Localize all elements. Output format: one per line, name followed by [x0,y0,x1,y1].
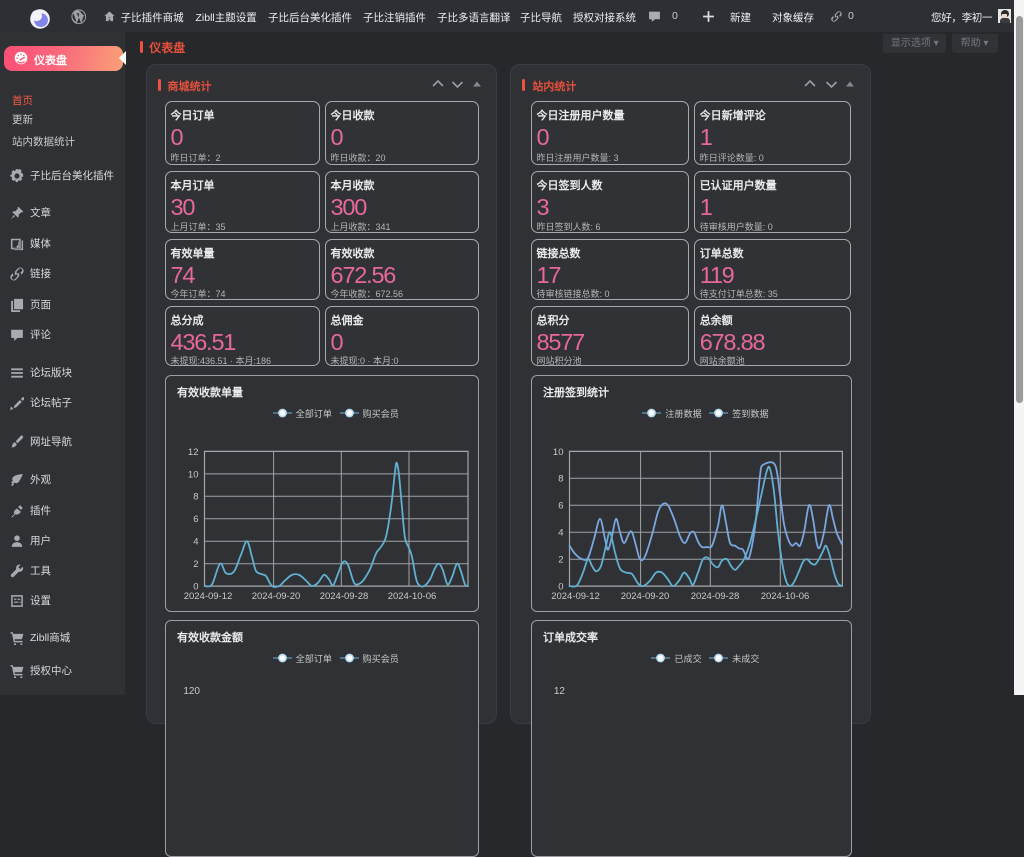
svg-text:2: 2 [193,559,198,570]
svg-text:12: 12 [188,446,199,457]
svg-text:2024-09-28: 2024-09-28 [320,591,369,602]
svg-text:2024-09-12: 2024-09-12 [184,591,233,602]
svg-text:2024-09-28: 2024-09-28 [691,591,740,602]
svg-text:6: 6 [193,514,198,525]
svg-text:4: 4 [558,527,563,538]
svg-text:4: 4 [193,536,198,547]
svg-text:8: 8 [193,491,198,502]
svg-text:2024-10-06: 2024-10-06 [388,591,437,602]
svg-text:10: 10 [188,469,199,480]
svg-text:2024-09-12: 2024-09-12 [551,591,600,602]
svg-text:2: 2 [558,554,563,565]
svg-text:2024-09-20: 2024-09-20 [252,591,301,602]
svg-text:6: 6 [558,500,563,511]
svg-text:10: 10 [553,446,564,457]
svg-text:0: 0 [193,581,198,592]
svg-text:0: 0 [558,581,563,592]
svg-text:2024-10-06: 2024-10-06 [761,591,810,602]
svg-text:8: 8 [558,473,563,484]
svg-text:2024-09-20: 2024-09-20 [621,591,670,602]
